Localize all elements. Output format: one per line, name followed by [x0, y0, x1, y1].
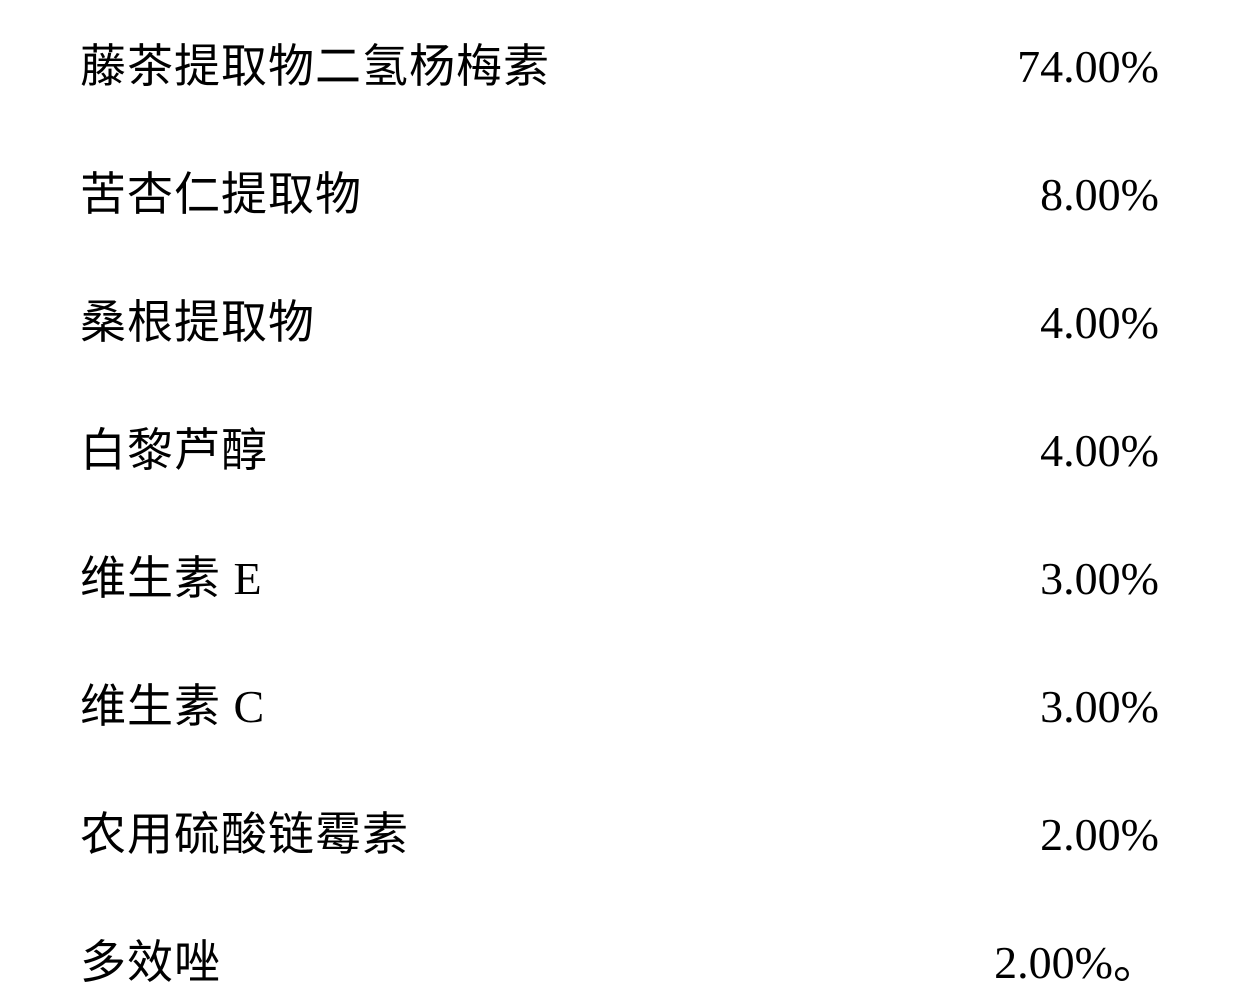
ingredient-value: 2.00%: [959, 808, 1159, 861]
ingredient-value: 8.00%: [959, 168, 1159, 221]
ingredient-value: 3.00%: [959, 552, 1159, 605]
ingredient-value: 3.00%: [959, 680, 1159, 733]
ingredient-label: 多效唑: [80, 926, 221, 992]
table-row: 白黎芦醇 4.00%: [80, 414, 1159, 480]
table-row: 苦杏仁提取物 8.00%: [80, 158, 1159, 224]
table-row: 农用硫酸链霉素 2.00%: [80, 798, 1159, 864]
ingredient-value: 2.00%。: [959, 926, 1159, 992]
ingredient-value: 74.00%: [959, 40, 1159, 93]
ingredient-value: 4.00%: [959, 296, 1159, 349]
ingredient-label: 维生素 C: [80, 670, 265, 736]
table-row: 多效唑 2.00%。: [80, 926, 1159, 992]
ingredient-label: 藤茶提取物二氢杨梅素: [80, 30, 550, 96]
ingredient-value: 4.00%: [959, 424, 1159, 477]
table-row: 桑根提取物 4.00%: [80, 286, 1159, 352]
ingredients-table: 藤茶提取物二氢杨梅素 74.00% 苦杏仁提取物 8.00% 桑根提取物 4.0…: [80, 30, 1159, 992]
table-row: 维生素 C 3.00%: [80, 670, 1159, 736]
ingredient-label: 白黎芦醇: [80, 414, 268, 480]
ingredient-label: 苦杏仁提取物: [80, 158, 362, 224]
ingredient-label: 桑根提取物: [80, 286, 315, 352]
table-row: 藤茶提取物二氢杨梅素 74.00%: [80, 30, 1159, 96]
table-row: 维生素 E 3.00%: [80, 542, 1159, 608]
ingredient-label: 农用硫酸链霉素: [80, 798, 409, 864]
ingredient-label: 维生素 E: [80, 542, 263, 608]
